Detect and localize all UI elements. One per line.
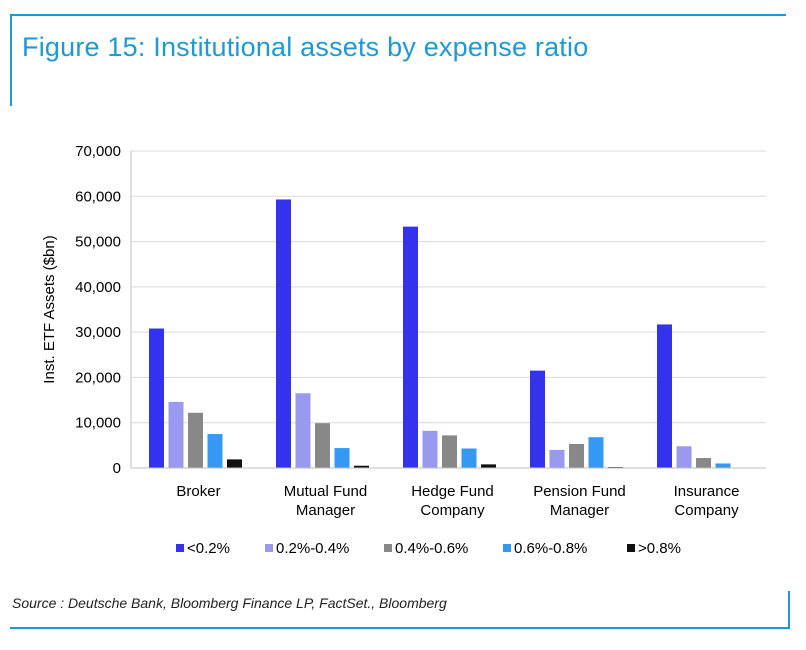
bar-5-1	[227, 459, 242, 468]
legend-swatch	[265, 544, 273, 552]
bar-2-1	[168, 401, 184, 468]
y-axis-ticks: 0 10,000 20,000 30,000 40,000 50,000 60,000 70,…	[75, 143, 121, 477]
bottom-rule	[10, 627, 790, 629]
bars	[149, 199, 750, 469]
legend-swatch	[627, 544, 635, 552]
y-tick-label: 20,000	[75, 369, 121, 386]
bar-4-1	[207, 434, 223, 468]
x-tick-label: Pension Fund	[533, 483, 626, 500]
x-tick-label: Broker	[176, 483, 220, 500]
bar-2-3	[422, 430, 438, 468]
bar-1-5	[657, 324, 672, 468]
bar-2-2	[295, 393, 311, 468]
x-tick-label: Manager	[550, 502, 609, 519]
x-axis-labels: Broker Mutual Fund Manager Hedge Fund Compan…	[176, 483, 739, 519]
x-tick-label: Company	[420, 502, 485, 519]
title-left-rule	[10, 14, 12, 106]
y-tick-label: 10,000	[75, 415, 121, 432]
bar-3-2	[315, 423, 330, 468]
x-tick-label: Manager	[296, 502, 355, 519]
legend-label: <0.2%	[187, 540, 230, 557]
y-tick-label: 60,000	[75, 188, 121, 205]
y-tick-label: 50,000	[75, 234, 121, 251]
bar-3-1	[188, 412, 203, 468]
legend-swatch	[384, 544, 392, 552]
bar-4-2	[334, 448, 350, 468]
x-tick-label: Mutual Fund	[284, 483, 367, 500]
legend-label: 0.6%-0.8%	[514, 540, 587, 557]
bar-1-1	[149, 328, 164, 468]
y-tick-label: 40,000	[75, 279, 121, 296]
bar-3-5	[696, 458, 711, 468]
y-tick-label: 0	[113, 460, 121, 477]
bar-4-3	[461, 448, 477, 468]
legend-label: 0.4%-0.6%	[395, 540, 468, 557]
bar-4-5	[715, 463, 731, 468]
bar-5-3	[481, 464, 496, 468]
bar-2-5	[676, 446, 692, 468]
figure-title: Figure 15: Institutional assets by expen…	[22, 32, 589, 62]
legend-label: >0.8%	[638, 540, 681, 557]
bar-3-4	[569, 443, 584, 468]
y-tick-label: 70,000	[75, 143, 121, 160]
x-axis	[130, 151, 766, 469]
bar-1-4	[530, 370, 545, 468]
x-tick-label: Company	[674, 502, 739, 519]
legend-swatch	[176, 544, 184, 552]
bar-3-3	[442, 435, 457, 468]
legend-swatch	[503, 544, 511, 552]
bar-4-4	[588, 437, 604, 468]
bar-5-2	[354, 465, 369, 468]
bar-1-2	[276, 199, 291, 468]
bar-1-3	[403, 226, 418, 468]
y-axis-label: Inst. ETF Assets ($bn)	[41, 235, 58, 383]
y-tick-label: 30,000	[75, 324, 121, 341]
bar-chart: 0 10,000 20,000 30,000 40,000 50,000 60,000 70,…	[41, 143, 766, 557]
x-tick-label: Hedge Fund	[411, 483, 494, 500]
legend: <0.2% 0.2%-0.4% 0.4%-0.6% 0.6%-0.8% >0.8%	[176, 540, 681, 557]
source-note: Source : Deutsche Bank, Bloomberg Financ…	[12, 595, 447, 611]
bar-2-4	[549, 449, 565, 468]
x-tick-label: Insurance	[674, 483, 740, 500]
title-top-rule	[10, 14, 786, 16]
legend-label: 0.2%-0.4%	[276, 540, 349, 557]
bottom-right-rule	[788, 591, 790, 629]
